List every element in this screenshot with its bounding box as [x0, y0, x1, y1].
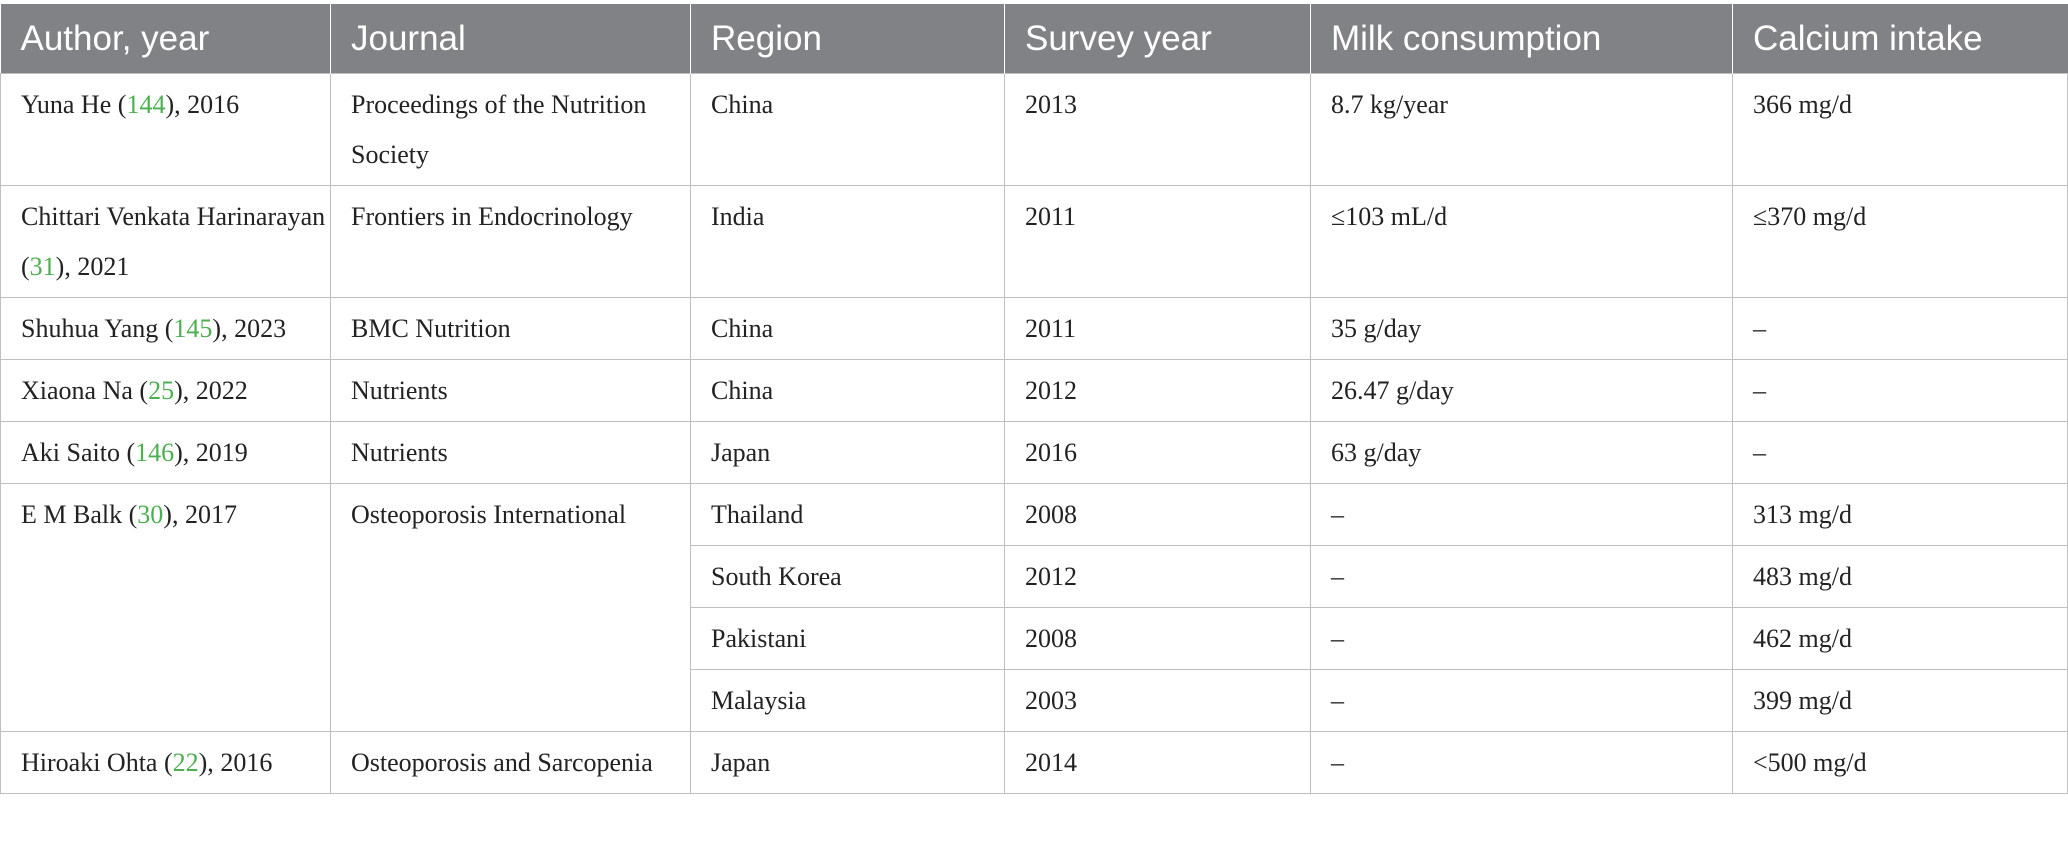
cell-calcium: – [1732, 297, 2068, 360]
cell-survey-year: 2013 [1004, 73, 1311, 186]
header-survey-year: Survey year [1004, 4, 1311, 74]
cell-journal: Nutrients [330, 421, 691, 484]
table-row: Shuhua Yang (145), 2023 BMC Nutrition Ch… [0, 297, 2068, 360]
table-row: E M Balk (30), 2017 Osteoporosis Interna… [0, 483, 2068, 732]
cell-region: Pakistani [690, 607, 1005, 670]
cell-journal: Osteoporosis International [330, 483, 691, 732]
cell-calcium: 483 mg/d [1732, 545, 2068, 608]
cell-author: Aki Saito (146), 2019 [0, 421, 331, 484]
reference-link[interactable]: 30 [137, 500, 164, 529]
cell-region: China [690, 359, 1005, 422]
cell-milk: – [1310, 669, 1733, 732]
cell-survey-year: 2014 [1004, 731, 1311, 794]
reference-link[interactable]: 146 [135, 438, 175, 467]
cell-journal: Nutrients [330, 359, 691, 422]
table-row: Yuna He (144), 2016 Proceedings of the N… [0, 73, 2068, 186]
reference-link[interactable]: 145 [173, 314, 213, 343]
table-row: Pakistani 2008 – 462 mg/d [1, 607, 2068, 670]
cell-journal: Proceedings of the Nutrition Society [330, 73, 691, 186]
cell-calcium: 313 mg/d [1732, 483, 2068, 546]
data-table: Author, year Journal Region Survey year … [0, 4, 2068, 794]
cell-calcium: ≤370 mg/d [1732, 185, 2068, 298]
cell-survey-year: 2003 [1004, 669, 1311, 732]
cell-calcium: – [1732, 421, 2068, 484]
cell-journal: BMC Nutrition [330, 297, 691, 360]
data-table-container: Author, year Journal Region Survey year … [0, 4, 2068, 794]
cell-author: Shuhua Yang (145), 2023 [0, 297, 331, 360]
table-row: Malaysia 2003 – 399 mg/d [1, 669, 2068, 732]
cell-milk: 8.7 kg/year [1310, 73, 1733, 186]
cell-milk: 26.47 g/day [1310, 359, 1733, 422]
cell-region: Japan [690, 731, 1005, 794]
cell-region: India [690, 185, 1005, 298]
cell-milk: ≤103 mL/d [1310, 185, 1733, 298]
cell-region: South Korea [690, 545, 1005, 608]
reference-link[interactable]: 22 [172, 748, 199, 777]
cell-calcium: <500 mg/d [1732, 731, 2068, 794]
table-row: Hiroaki Ohta (22), 2016 Osteoporosis and… [0, 731, 2068, 794]
cell-author: Yuna He (144), 2016 [0, 73, 331, 186]
header-journal: Journal [330, 4, 691, 74]
cell-author: Xiaona Na (25), 2022 [0, 359, 331, 422]
cell-milk: – [1310, 545, 1733, 608]
cell-calcium: – [1732, 359, 2068, 422]
table-header-row: Author, year Journal Region Survey year … [0, 4, 2068, 74]
cell-region: Japan [690, 421, 1005, 484]
cell-region: China [690, 73, 1005, 186]
header-author-year: Author, year [0, 4, 331, 74]
header-calcium-intake: Calcium intake [1732, 4, 2068, 74]
cell-survey-year: 2012 [1004, 359, 1311, 422]
cell-region: Malaysia [690, 669, 1005, 732]
cell-region: Thailand [690, 483, 1005, 546]
cell-region: China [690, 297, 1005, 360]
table-row: Aki Saito (146), 2019 Nutrients Japan 20… [0, 421, 2068, 484]
cell-survey-year: 2016 [1004, 421, 1311, 484]
cell-milk: – [1310, 607, 1733, 670]
reference-link[interactable]: 25 [148, 376, 175, 405]
cell-journal: Frontiers in Endocrinology [330, 185, 691, 298]
cell-survey-year: 2011 [1004, 185, 1311, 298]
cell-milk: – [1310, 731, 1733, 794]
header-milk-consumption: Milk consumption [1310, 4, 1733, 74]
cell-calcium: 366 mg/d [1732, 73, 2068, 186]
table-row: Xiaona Na (25), 2022 Nutrients China 201… [0, 359, 2068, 422]
header-region: Region [690, 4, 1005, 74]
cell-author: Hiroaki Ohta (22), 2016 [0, 731, 331, 794]
table-row: South Korea 2012 – 483 mg/d [1, 545, 2068, 608]
table-row: Chittari Venkata Harinarayan (31), 2021 … [0, 185, 2068, 298]
cell-survey-year: 2008 [1004, 607, 1311, 670]
reference-link[interactable]: 31 [29, 252, 56, 281]
cell-survey-year: 2011 [1004, 297, 1311, 360]
cell-author: Chittari Venkata Harinarayan (31), 2021 [0, 185, 331, 298]
cell-milk: 63 g/day [1310, 421, 1733, 484]
cell-calcium: 399 mg/d [1732, 669, 2068, 732]
cell-milk: – [1310, 483, 1733, 546]
cell-milk: 35 g/day [1310, 297, 1733, 360]
reference-link[interactable]: 144 [126, 90, 166, 119]
cell-survey-year: 2012 [1004, 545, 1311, 608]
cell-journal: Osteoporosis and Sarcopenia [330, 731, 691, 794]
cell-author: E M Balk (30), 2017 [0, 483, 331, 732]
cell-survey-year: 2008 [1004, 483, 1311, 546]
cell-calcium: 462 mg/d [1732, 607, 2068, 670]
